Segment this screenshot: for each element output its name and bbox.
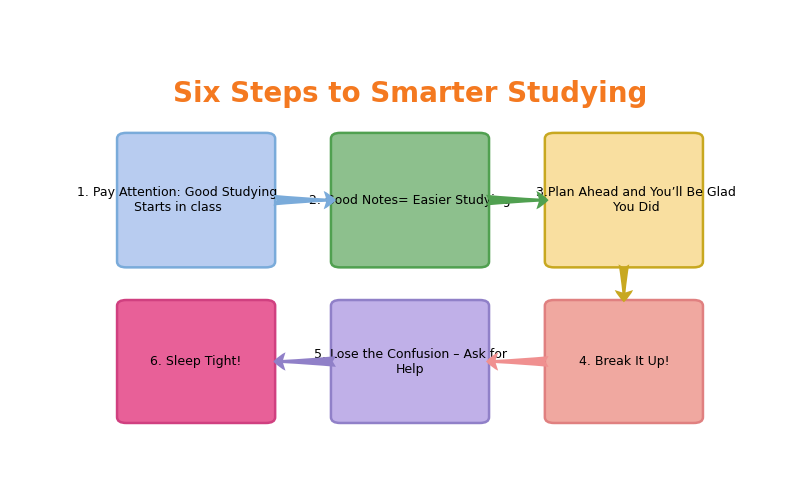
Text: 1. Pay Attention: Good Studying
Starts in class: 1. Pay Attention: Good Studying Starts i… (78, 186, 278, 214)
FancyBboxPatch shape (545, 300, 703, 423)
FancyBboxPatch shape (331, 300, 489, 423)
Text: 2. Good Notes= Easier Studying: 2. Good Notes= Easier Studying (309, 194, 511, 207)
FancyBboxPatch shape (117, 133, 275, 267)
FancyBboxPatch shape (117, 300, 275, 423)
Text: 6. Sleep Tight!: 6. Sleep Tight! (150, 355, 242, 368)
Text: 4. Break It Up!: 4. Break It Up! (578, 355, 670, 368)
Text: 3.Plan Ahead and You’ll Be Glad
You Did: 3.Plan Ahead and You’ll Be Glad You Did (536, 186, 736, 214)
FancyBboxPatch shape (545, 133, 703, 267)
Text: Six Steps to Smarter Studying: Six Steps to Smarter Studying (173, 80, 647, 108)
Text: 5. Lose the Confusion – Ask for
Help: 5. Lose the Confusion – Ask for Help (314, 347, 506, 376)
FancyBboxPatch shape (331, 133, 489, 267)
